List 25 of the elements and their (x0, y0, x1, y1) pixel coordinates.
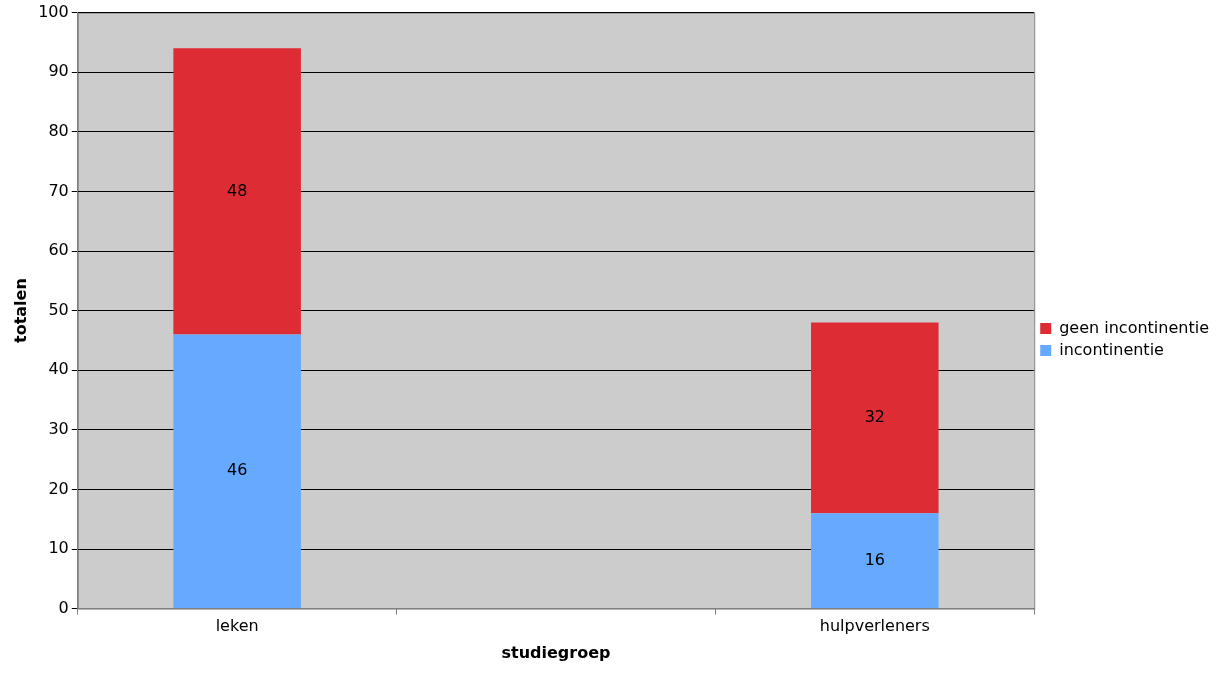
x-axis-title: studiegroep (501, 642, 611, 662)
y-tick-label: 0 (58, 597, 69, 617)
data-label: 48 (226, 180, 248, 200)
data-label: 46 (226, 460, 248, 480)
bar (173, 48, 301, 335)
x-tick-label: hulpverleners (819, 616, 930, 636)
y-tick-label: 30 (48, 418, 69, 438)
legend-label: geen incontinentie (1059, 317, 1210, 337)
y-tick-label: 40 (48, 359, 69, 379)
y-tick-label: 90 (48, 61, 69, 81)
y-tick-label: 80 (48, 120, 69, 140)
data-label: 32 (864, 407, 885, 427)
y-tick-label: 70 (48, 180, 69, 200)
y-tick-label: 10 (48, 538, 69, 558)
legend-label: incontinentie (1059, 339, 1164, 359)
bar (173, 334, 301, 609)
bar (811, 513, 939, 609)
y-tick-label: 20 (48, 478, 69, 498)
y-tick-label: 100 (38, 1, 69, 21)
bar (811, 322, 939, 514)
x-tick-label: leken (215, 616, 259, 636)
y-tick-label: 50 (48, 299, 69, 319)
y-tick-label: 60 (48, 240, 69, 260)
data-label: 16 (864, 549, 885, 569)
y-axis-title: totalen (10, 278, 30, 344)
